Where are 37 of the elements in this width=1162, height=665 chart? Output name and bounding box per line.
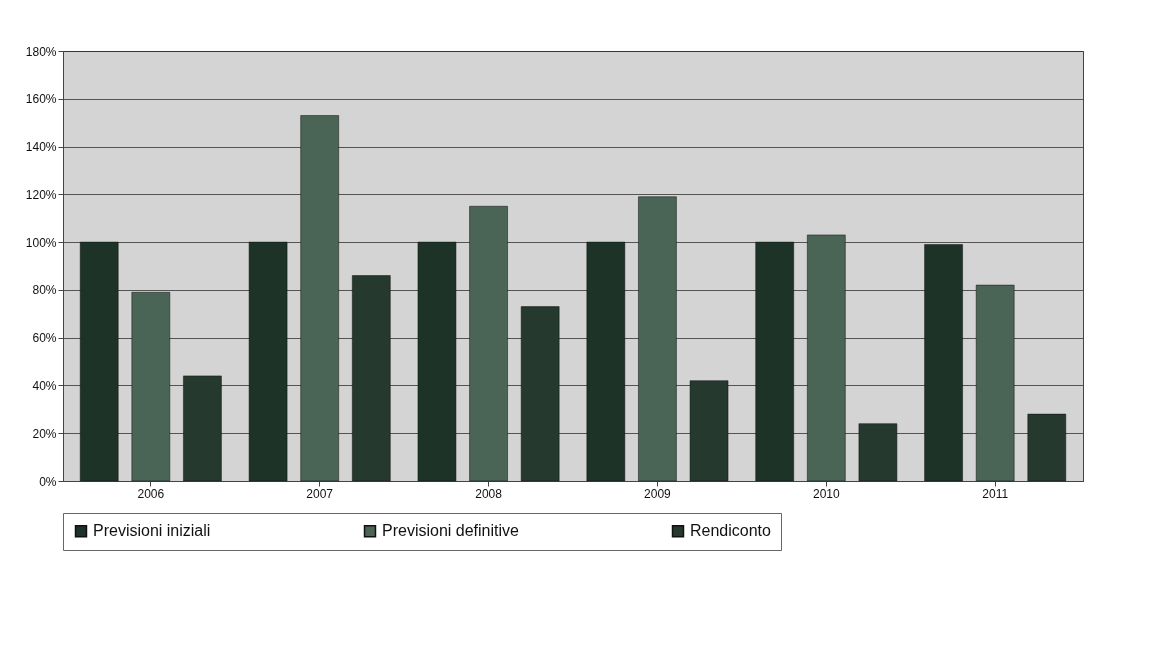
bar (975, 284, 1015, 482)
x-tick-label: 2008 (475, 486, 503, 501)
x-tick-label: 2006 (137, 486, 165, 501)
bar (858, 423, 898, 482)
bar (469, 206, 508, 482)
y-tick-label: 160% (25, 92, 57, 107)
y-tick-label: 60% (32, 331, 57, 346)
bar (807, 234, 846, 482)
legend-label: Previsioni definitive (382, 522, 520, 540)
x-tick-label: 2011 (982, 486, 1009, 501)
bar (417, 241, 457, 482)
bar (586, 241, 626, 482)
bar (755, 241, 794, 482)
y-tick-label: 100% (25, 235, 57, 250)
y-tick-label: 80% (32, 283, 57, 298)
bar (1027, 413, 1067, 482)
bar (924, 244, 963, 482)
bar (352, 275, 391, 482)
bar (183, 375, 222, 482)
legend-label: Rendiconto (690, 522, 772, 540)
y-tick-label: 0% (39, 474, 57, 489)
y-tick-label: 120% (25, 187, 57, 202)
x-tick-label: 2007 (306, 486, 334, 501)
legend-label: Previsioni iniziali (93, 522, 211, 540)
x-tick-label: 2009 (644, 486, 672, 501)
bar (248, 241, 288, 482)
bar (300, 115, 339, 482)
bar (638, 196, 677, 482)
bar (131, 292, 171, 482)
bar (689, 380, 729, 482)
y-tick-label: 180% (25, 44, 57, 59)
bar (79, 241, 119, 482)
y-tick-label: 140% (25, 140, 57, 155)
y-tick-label: 40% (32, 378, 57, 393)
y-tick-label: 20% (32, 426, 57, 441)
bar (520, 306, 560, 482)
x-tick-label: 2010 (812, 486, 840, 501)
